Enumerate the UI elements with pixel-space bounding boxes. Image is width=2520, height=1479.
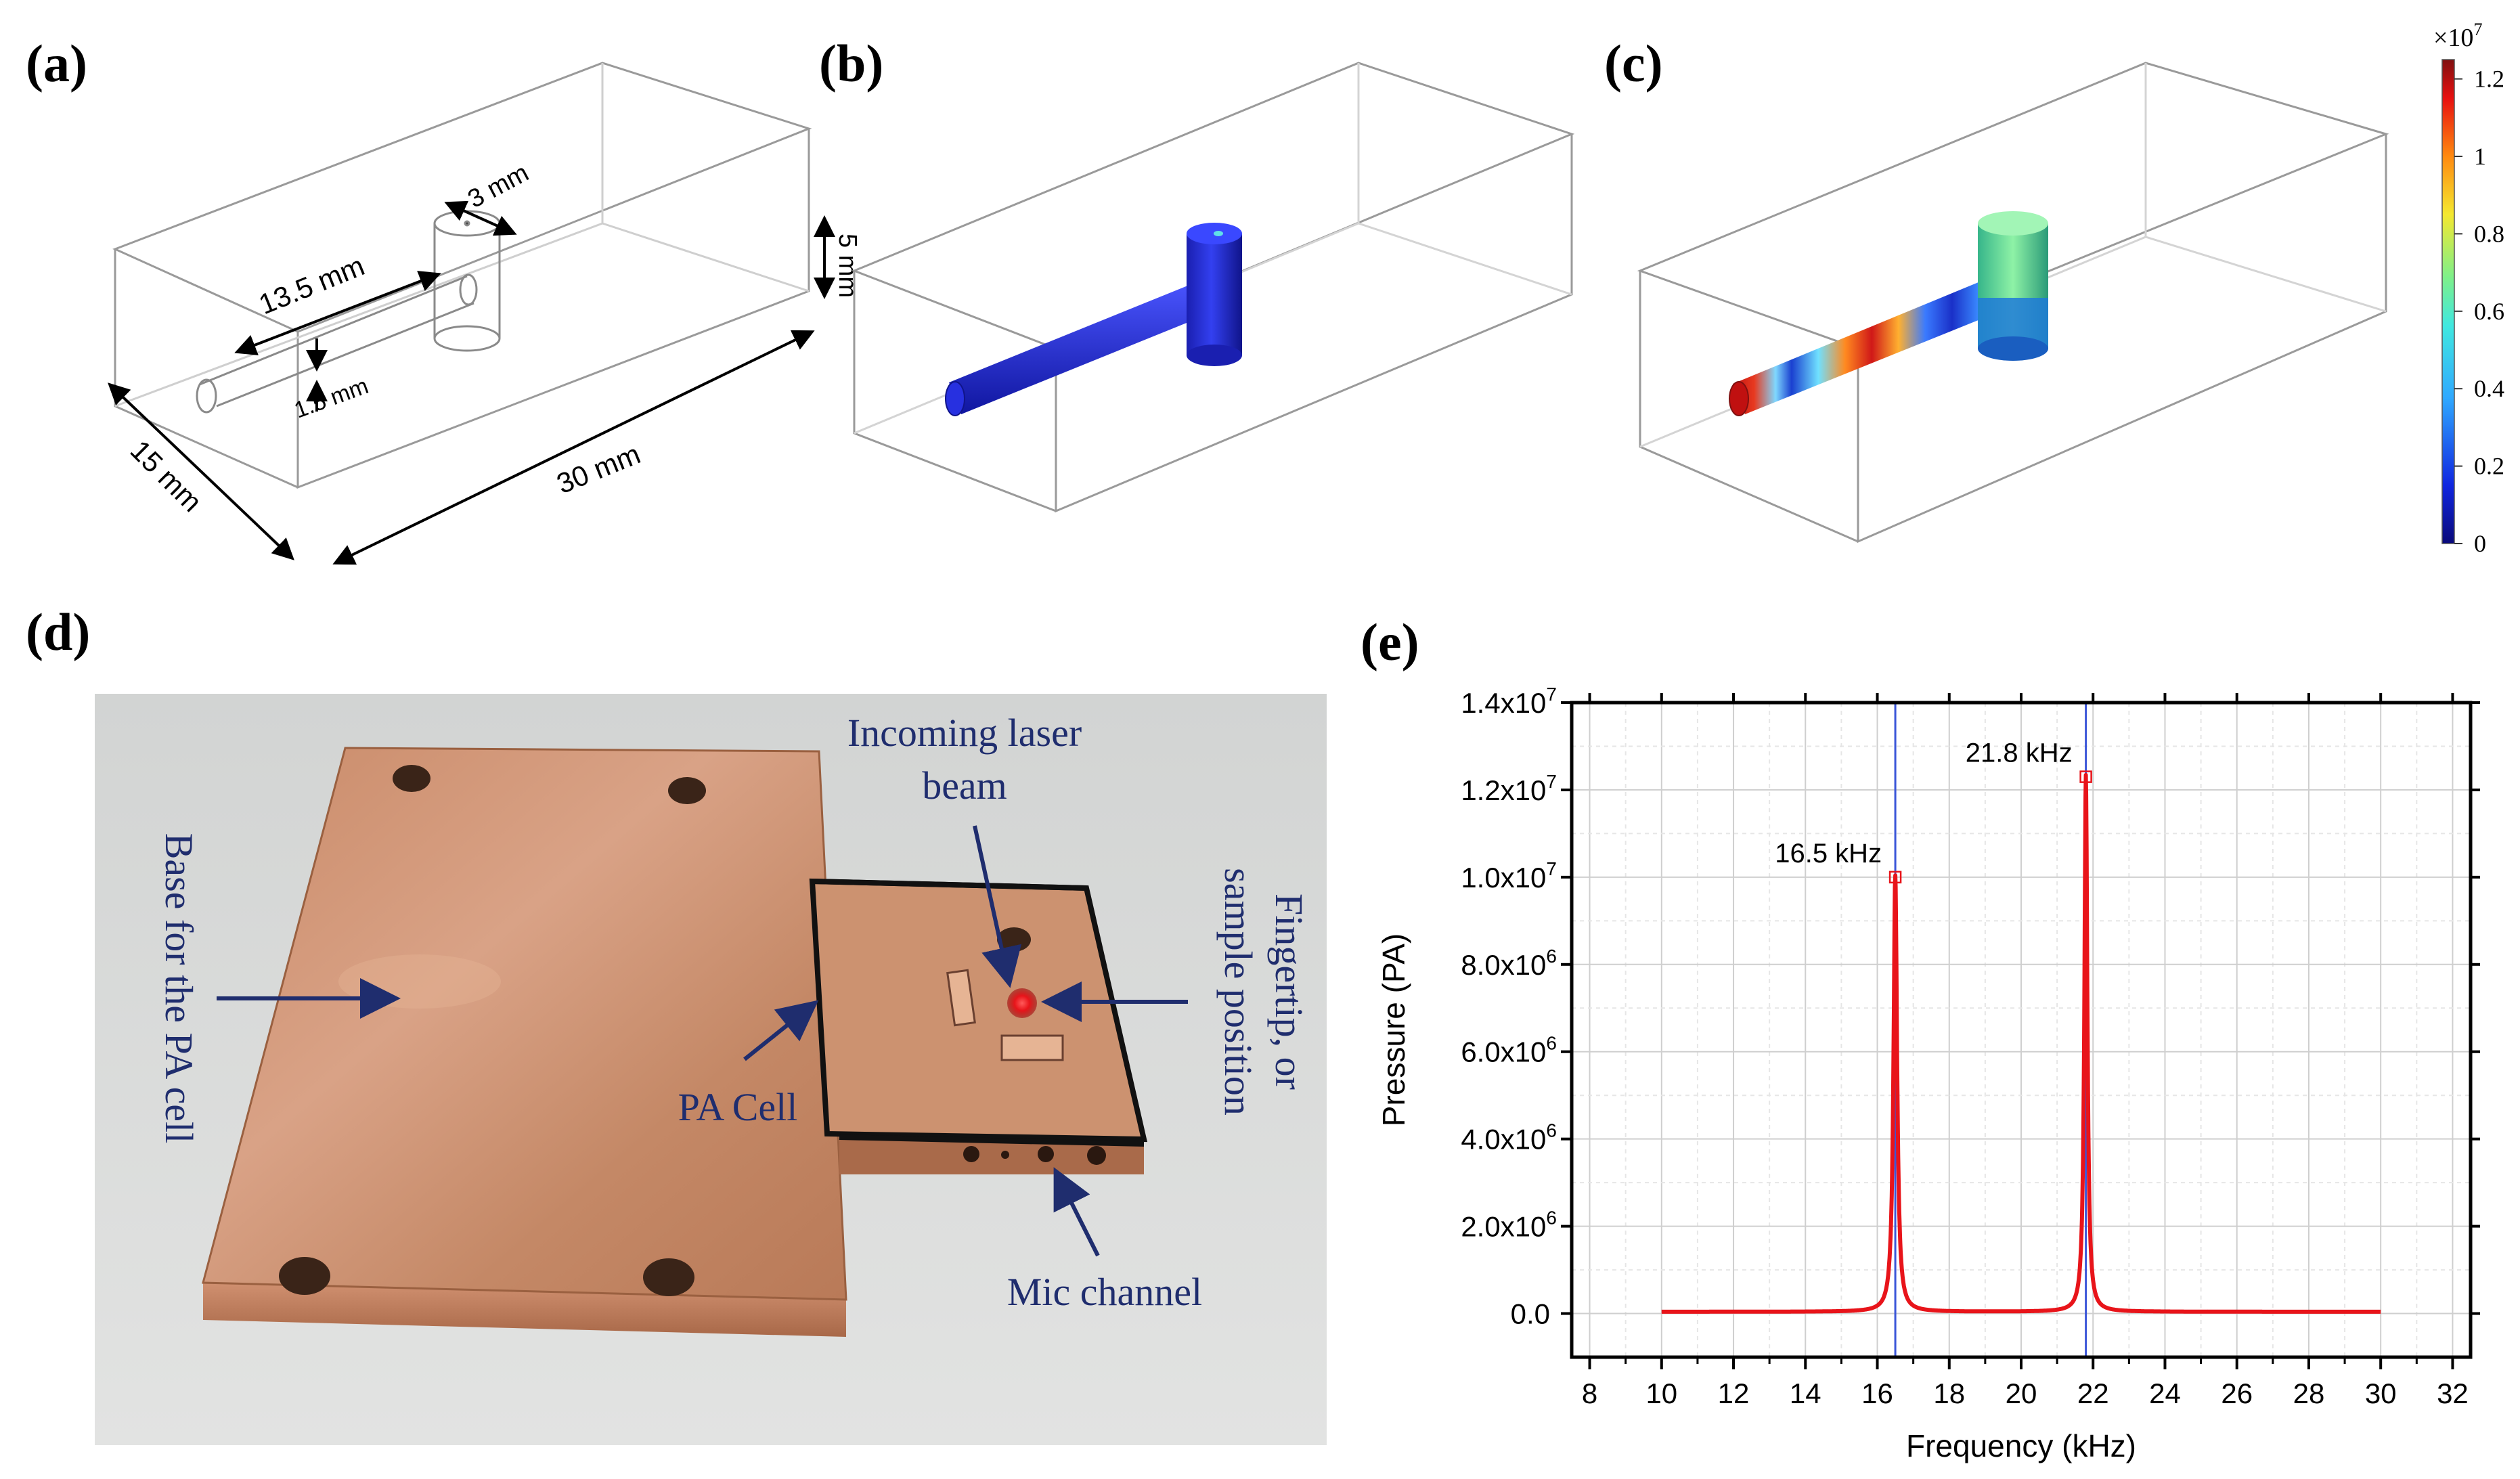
- peak-annotation: 16.5 kHz: [1775, 839, 1882, 868]
- dim-5mm: 5 mm: [833, 234, 862, 298]
- screw-hole: [668, 777, 706, 804]
- colorbar-tick-label: 0.2: [2474, 453, 2504, 480]
- screw-hole: [279, 1257, 330, 1295]
- colorbar: ×107 1.2 1 0.8 0.6 0.4 0.2 0: [2433, 20, 2504, 557]
- dim-30mm: 30 mm: [552, 438, 645, 500]
- x-tick-label: 22: [2077, 1377, 2109, 1409]
- label-pa-cell: PA Cell: [678, 1085, 798, 1129]
- laser-spot: [1007, 988, 1037, 1018]
- x-tick-label: 28: [2293, 1377, 2325, 1409]
- panel-label-d: (d): [26, 602, 90, 661]
- label-mic-channel: Mic channel: [1007, 1270, 1202, 1314]
- y-tick-label: 6.0x106: [1461, 1033, 1557, 1068]
- x-tick-label: 14: [1790, 1377, 1821, 1409]
- panel-label-c: (c): [1604, 34, 1663, 93]
- annotation-arrows: [217, 825, 1188, 1257]
- label-incoming-laser: Incoming laser: [847, 711, 1082, 755]
- peak-annotation: 21.8 kHz: [1966, 738, 2073, 768]
- base-plate: [202, 747, 847, 1337]
- peak-marker: [1888, 870, 1902, 884]
- screw-hole: [643, 1258, 694, 1296]
- cylinder-c: [1978, 211, 2048, 361]
- panel-b: (b): [819, 34, 1575, 513]
- x-tick-label: 30: [2365, 1377, 2397, 1409]
- y-tick-label: 1.2x107: [1461, 771, 1557, 806]
- cylinder-b: [1187, 223, 1242, 366]
- tube-b: [945, 281, 1212, 416]
- annotation-labels: Incoming laser beam Base for the PA cell…: [157, 711, 1311, 1314]
- x-tick-label: 18: [1933, 1377, 1965, 1409]
- x-tick-label: 8: [1582, 1377, 1597, 1409]
- colorbar-tick-label: 0.8: [2474, 220, 2504, 247]
- dim-3mm: 3 mm: [464, 158, 534, 214]
- x-tick-label: 32: [2437, 1377, 2469, 1409]
- pressure-chart: 8 10 12 14 16 18 20 22 24 26 28 30 32 0.0 2.0x106 4.0x1…: [1376, 684, 2480, 1463]
- label-fingertip-2: sample position: [1216, 868, 1260, 1116]
- label-beam: beam: [922, 764, 1007, 808]
- dim-1-5mm: 1.5 mm: [291, 373, 372, 423]
- colorbar-gradient: [2441, 59, 2455, 544]
- box-wireframe-b: [851, 62, 1575, 513]
- dim-15mm: 15 mm: [125, 434, 208, 518]
- y-tick-label: 0.0: [1511, 1298, 1550, 1330]
- colorbar-tick-label: 0.6: [2474, 298, 2504, 325]
- x-tick-label: 24: [2149, 1377, 2181, 1409]
- panel-d: (d): [26, 602, 1327, 1445]
- panel-label-a: (a): [26, 34, 87, 93]
- colorbar-multiplier: ×107: [2433, 20, 2482, 52]
- colorbar-ticks: 1.2 1 0.8 0.6 0.4 0.2 0: [2454, 66, 2504, 557]
- colorbar-tick-label: 0: [2474, 530, 2486, 557]
- x-axis-label: Frequency (kHz): [1906, 1428, 2136, 1463]
- panel-a: (a) 3 mm: [26, 34, 862, 565]
- dimension-arrows-a: [108, 200, 835, 565]
- x-tick-label: 26: [2221, 1377, 2253, 1409]
- label-base: Base for the PA cell: [157, 833, 201, 1144]
- screw-hole: [393, 765, 430, 792]
- x-tick-label: 16: [1861, 1377, 1893, 1409]
- panel-e: (e) 8 10 12 14 16 18 20 22 24 26 28 30 32 0.0 2.0x106 4…: [1361, 613, 2480, 1463]
- colorbar-tick-label: 1.2: [2474, 66, 2504, 93]
- x-tick-label: 10: [1645, 1377, 1677, 1409]
- y-tick-label: 8.0x106: [1461, 946, 1557, 981]
- colorbar-tick-label: 0.4: [2474, 375, 2504, 402]
- box-wireframe-a: [112, 62, 812, 489]
- pressure-series-line: [1660, 772, 2383, 1314]
- pa-cell-block: [809, 878, 1148, 1174]
- colorbar-tick-label: 1: [2474, 143, 2486, 170]
- x-tick-label: 20: [2006, 1377, 2037, 1409]
- y-tick-label: 1.0x107: [1461, 858, 1557, 893]
- x-tick-label: 12: [1718, 1377, 1750, 1409]
- y-tick-label: 4.0x106: [1461, 1120, 1557, 1155]
- panel-c: (c): [1604, 34, 2389, 544]
- peak-marker: [2079, 770, 2092, 783]
- y-axis-label: Pressure (PA): [1376, 933, 1411, 1126]
- y-tick-label: 1.4x107: [1461, 684, 1557, 719]
- panel-label-b: (b): [819, 34, 883, 93]
- y-tick-label: 2.0x106: [1461, 1208, 1557, 1243]
- panel-label-e: (e): [1361, 613, 1419, 671]
- label-fingertip-1: Fingertip, or: [1267, 893, 1311, 1090]
- tube-c: [1729, 279, 2000, 416]
